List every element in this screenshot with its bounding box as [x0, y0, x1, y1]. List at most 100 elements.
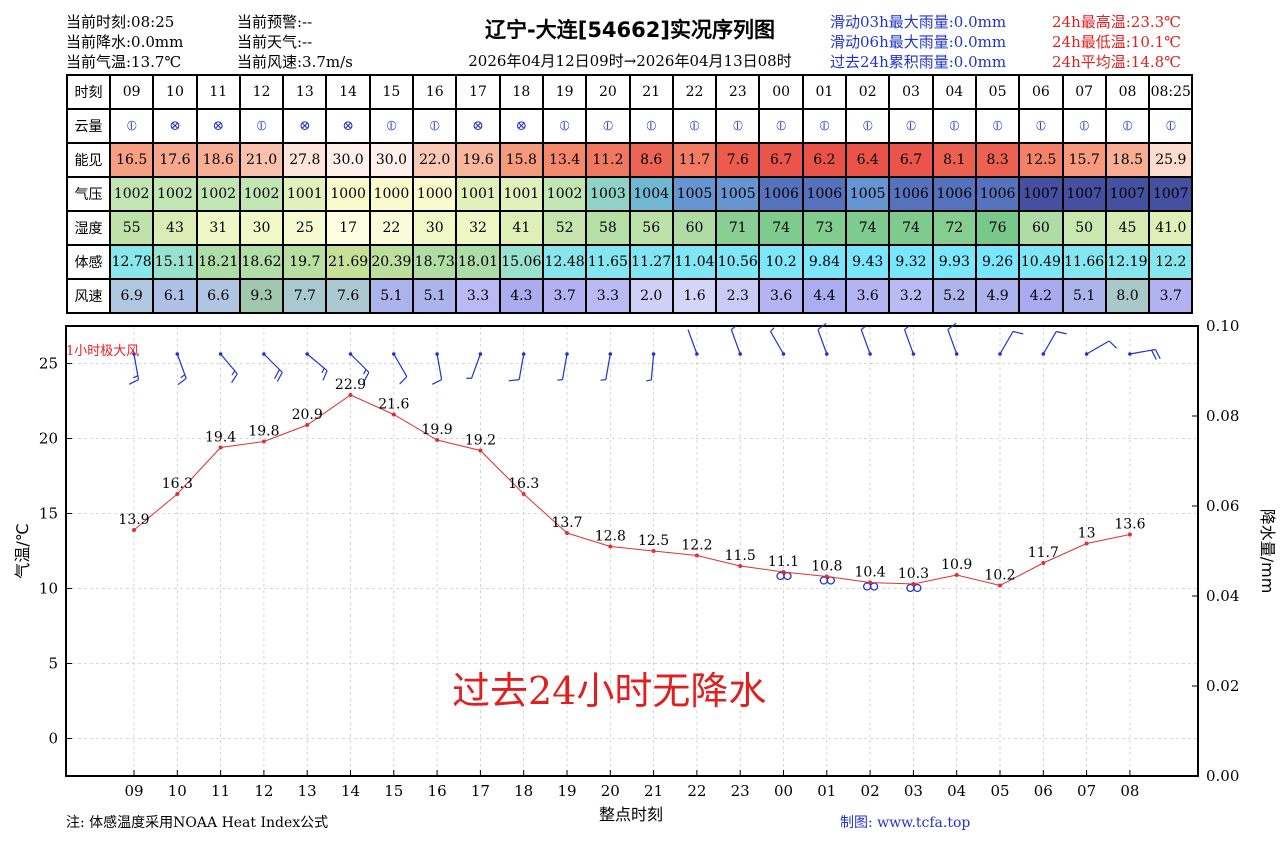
cloud-cell: ⦶: [845, 108, 891, 144]
feels-like-cell: 18.01: [455, 244, 501, 280]
wind-speed-cell: 2.0: [628, 278, 674, 314]
current-temp: 当前气温:13.7℃: [66, 53, 182, 71]
cloud-cell: ⦶: [585, 108, 631, 144]
y-tick-label: 25: [39, 355, 58, 373]
humidity-cell: 55: [108, 210, 155, 246]
table-row-wind-speed: 风速 6.9 6.1 6.6 9.3 7.7 7.6 5.1 5.1 3.3 4.3 3.7 3.3 2.…: [66, 278, 1194, 314]
header-left-column: 当前时刻:08:25 当前降水:0.0mm 当前气温:13.7℃: [66, 12, 183, 72]
humidity-cell: 25: [282, 210, 328, 246]
temperature-label: 10.8: [811, 559, 842, 575]
wind-speed-cell: 4.2: [1018, 278, 1064, 314]
hour-cell: 10: [152, 74, 198, 110]
temperature-point: [694, 553, 699, 558]
x-tick-label: 01: [817, 782, 836, 800]
humidity-cell: 52: [541, 210, 588, 246]
wind-barb: [730, 325, 742, 356]
visibility-cell: 7.6: [715, 142, 761, 178]
cloud-cell: ⊗: [325, 108, 371, 144]
feels-like-cell: 11.65: [585, 244, 631, 280]
gust-annotation: 1小时极大风: [66, 344, 139, 359]
visibility-cell: 8.1: [931, 142, 977, 178]
feels-like-cell: 12.48: [541, 244, 588, 280]
temperature-label: 10.3: [898, 566, 929, 582]
x-tick-label: 11: [211, 782, 230, 800]
temperature-point: [132, 528, 136, 532]
temperature-point: [175, 492, 180, 496]
y2-tick-label: 0.10: [1206, 317, 1239, 335]
temperature-label: 11.5: [725, 548, 756, 564]
temperature-label: 11.1: [768, 554, 799, 570]
feels-like-cell: 9.32: [888, 244, 934, 280]
temperature-point: [261, 439, 266, 444]
current-warning: 当前预警:--: [237, 13, 313, 31]
cloud-cell: ⦶: [974, 108, 1021, 144]
temp-min: 24h最低温:10.1℃: [1052, 33, 1181, 51]
wind-speed-cell: 4.3: [498, 278, 544, 314]
observation-table: 时刻 09 10 11 12 13 14 15 16 17 18 19 20 21 22 23 00 01 02 03…: [66, 74, 1194, 314]
humidity-cell: 31: [195, 210, 241, 246]
visibility-cell: 6.7: [758, 142, 804, 178]
cloud-cell: ⦶: [1061, 108, 1107, 144]
x-tick-label: 23: [731, 782, 750, 800]
feels-like-cell: 11.27: [628, 244, 674, 280]
hour-cell: 22: [671, 74, 718, 110]
visibility-cell: 11.7: [671, 142, 718, 178]
feels-like-cell: 10.49: [1018, 244, 1064, 280]
x-tick-label: 00: [774, 782, 793, 800]
hour-cell: 16: [412, 74, 458, 110]
y2-axis-label: 降水量/mm: [1258, 509, 1277, 594]
pressure-cell: 1005: [845, 176, 891, 212]
wind-speed-cell: 1.6: [671, 278, 718, 314]
temperature-label: 13.6: [1114, 517, 1145, 533]
temperature-label: 13.9: [118, 512, 149, 528]
visibility-cell: 21.0: [238, 142, 285, 178]
temperature-point: [478, 448, 483, 453]
pressure-cell: 1002: [541, 176, 588, 212]
current-time: 当前时刻:08:25: [66, 13, 175, 31]
humidity-cell: 74: [845, 210, 891, 246]
temp-max: 24h最高温:23.3℃: [1052, 13, 1181, 31]
temperature-point: [391, 412, 396, 417]
wind-speed-cell: 8.0: [1104, 278, 1151, 314]
cloud-cell: ⦶: [801, 108, 848, 144]
wind-barb: [687, 329, 699, 356]
pressure-cell: 1002: [238, 176, 285, 212]
visibility-cell: 8.6: [628, 142, 674, 178]
hour-cell: 20: [585, 74, 631, 110]
table-row-pressure: 气压 1002 1002 1002 1002 1001 1000 1000 1000 1001 10…: [66, 176, 1194, 212]
pressure-cell: 1006: [931, 176, 977, 212]
x-tick-label: 09: [124, 782, 143, 800]
pressure-cell: 1006: [801, 176, 848, 212]
x-tick-label: 15: [384, 782, 403, 800]
date-range: 2026年04月12日09时→2026年04月13日08时: [468, 52, 792, 70]
cloud-cell: ⦶: [238, 108, 285, 144]
temperature-point: [435, 438, 440, 442]
hour-cell: 23: [715, 74, 761, 110]
humidity-cell: 43: [152, 210, 198, 246]
temperature-point: [954, 573, 959, 577]
plot-frame: [65, 325, 1199, 777]
feels-like-cell: 15.06: [498, 244, 544, 280]
pressure-cell: 1002: [195, 176, 241, 212]
visibility-cell: 12.5: [1018, 142, 1064, 178]
hour-cell: 21: [628, 74, 674, 110]
hour-cell: 09: [108, 74, 155, 110]
wind-speed-cell: 3.3: [455, 278, 501, 314]
x-axis-label: 整点时刻: [599, 805, 663, 824]
humidity-cell: 17: [325, 210, 371, 246]
feels-like-cell: 9.84: [801, 244, 848, 280]
hour-cell: 06: [1018, 74, 1064, 110]
temperature-label: 19.8: [248, 424, 279, 440]
y2-tick-label: 0.04: [1206, 587, 1239, 605]
x-tick-label: 02: [861, 782, 880, 800]
visibility-cell: 13.4: [541, 142, 588, 178]
feels-like-cell: 10.56: [715, 244, 761, 280]
cloud-cell: ⊗: [152, 108, 198, 144]
humidity-cell: 30: [238, 210, 285, 246]
wind-barb: [175, 352, 187, 386]
wind-speed-cell: 5.2: [931, 278, 977, 314]
table-row-visibility: 能见 16.5 17.6 18.6 21.0 27.8 30.0 30.0 22.0 19.6 15…: [66, 142, 1194, 178]
cloud-cell: ⦶: [715, 108, 761, 144]
current-wind: 当前风速:3.7m/s: [237, 53, 353, 71]
temperature-point: [651, 549, 656, 553]
